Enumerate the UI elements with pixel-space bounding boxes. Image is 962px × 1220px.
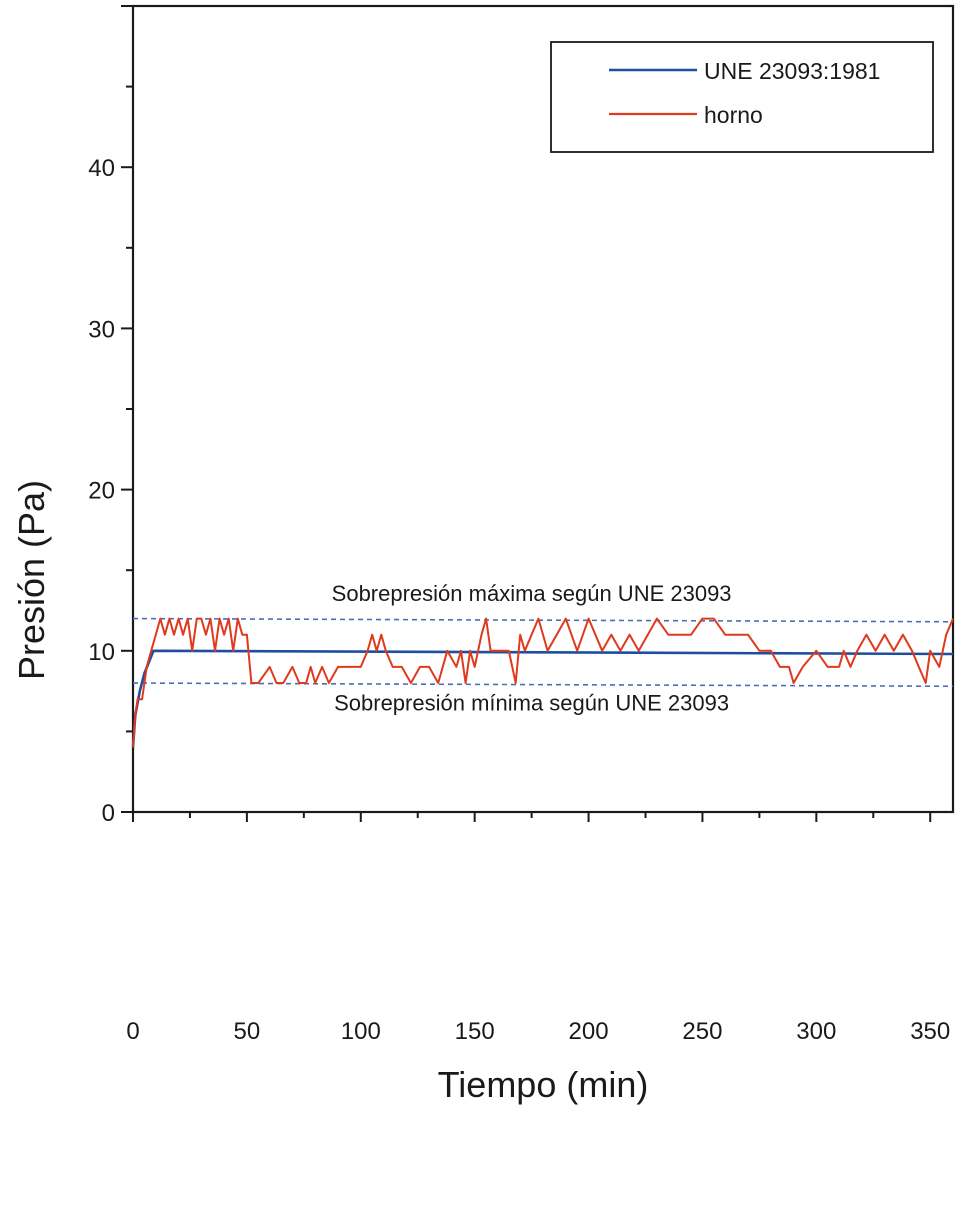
- legend-label-une: UNE 23093:1981: [704, 58, 880, 84]
- x-axis-ticks: 0 50 100 150 200 250 300 350: [126, 812, 950, 1045]
- y-axis-title: Presión (Pa): [11, 480, 52, 680]
- reference-line-1: [132, 682, 954, 688]
- annotations: Sobrepresión máxima según UNE 23093 Sobre…: [332, 581, 732, 716]
- x-tick-label: 100: [341, 1018, 381, 1045]
- legend: UNE 23093:1981 horno: [550, 41, 934, 153]
- legend-label-horno: horno: [704, 102, 763, 128]
- x-axis-title: Tiempo (min): [438, 1064, 649, 1105]
- y-tick-label: 30: [88, 316, 115, 343]
- y-tick-label: 10: [88, 639, 115, 666]
- x-tick-label: 250: [682, 1018, 722, 1045]
- x-tick-label: 0: [126, 1018, 139, 1045]
- series-layer: [131, 617, 954, 748]
- x-tick-label: 200: [569, 1018, 609, 1045]
- x-tick-label: 150: [455, 1018, 495, 1045]
- x-tick-label: 350: [910, 1018, 950, 1045]
- reference-lines: [132, 617, 954, 688]
- x-tick-label: 50: [234, 1018, 261, 1045]
- y-tick-label: 20: [88, 478, 115, 505]
- annotation-1: Sobrepresión mínima según UNE 23093: [334, 690, 729, 715]
- y-axis-ticks: 0 10 20 30 40: [88, 5, 133, 827]
- reference-line-0: [132, 617, 954, 623]
- y-tick-label: 40: [88, 155, 115, 182]
- x-tick-label: 300: [796, 1018, 836, 1045]
- y-tick-label: 0: [102, 800, 115, 827]
- legend-box: [550, 41, 934, 153]
- annotation-0: Sobrepresión máxima según UNE 23093: [332, 581, 732, 606]
- series-line-1: [132, 617, 954, 748]
